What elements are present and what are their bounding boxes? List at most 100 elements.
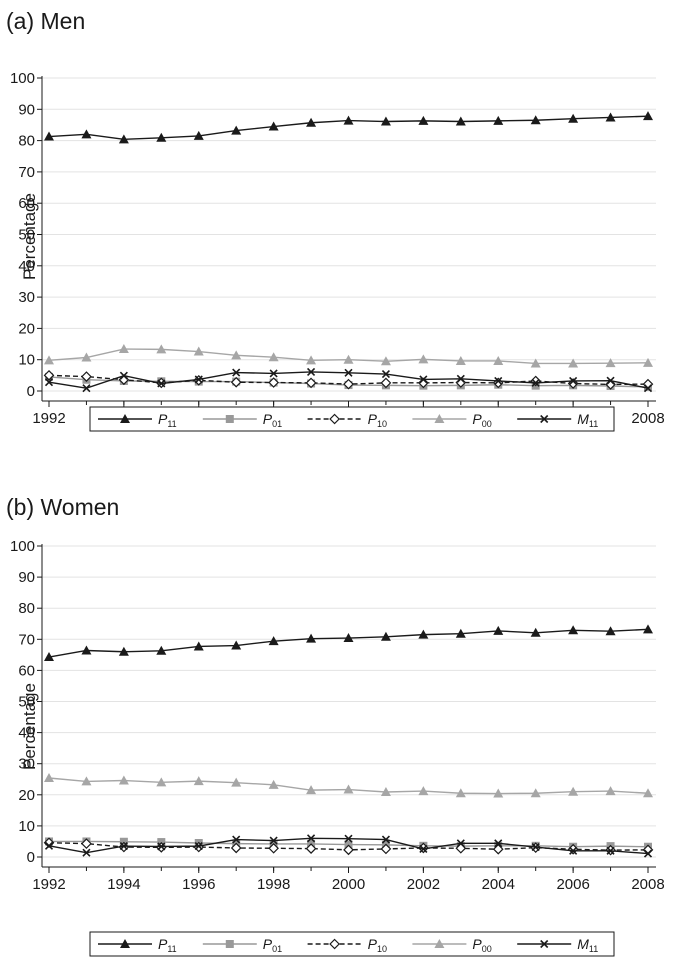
data-point-p11 [193, 130, 204, 140]
data-point-m11 [344, 368, 353, 377]
data-point-p10 [230, 376, 242, 388]
data-point-p10 [305, 377, 317, 389]
data-point-p00 [455, 355, 466, 365]
legend-marker-p01 [225, 940, 234, 948]
data-point-p11 [44, 652, 54, 662]
data-point-p11 [118, 134, 129, 144]
legend-marker-p10 [329, 938, 340, 950]
data-point-p00 [193, 776, 204, 786]
data-point-m11 [269, 836, 278, 845]
legend-marker-p11 [120, 414, 130, 423]
y-tick-label: 70 [18, 164, 35, 181]
data-point-p11 [306, 633, 317, 643]
data-point-m11 [456, 374, 465, 383]
data-point-p11 [268, 636, 279, 646]
data-point-m11 [44, 378, 54, 387]
x-tick-label: 1996 [182, 876, 215, 893]
data-point-p11 [643, 624, 653, 634]
data-point-p00 [605, 786, 616, 796]
data-point-p11 [156, 132, 167, 142]
data-point-p00 [605, 358, 616, 368]
data-point-p11 [568, 113, 579, 123]
data-point-p11 [455, 628, 466, 638]
data-point-p00 [380, 356, 391, 366]
data-point-p11 [118, 646, 129, 656]
y-tick-label: 0 [27, 383, 35, 400]
data-point-p11 [605, 626, 616, 636]
data-point-p10 [380, 843, 392, 855]
data-point-m11 [419, 844, 428, 853]
legend-marker-m11 [540, 414, 549, 424]
data-point-p11 [231, 125, 242, 135]
data-point-p10 [268, 842, 279, 854]
data-point-p11 [193, 641, 204, 651]
data-point-m11 [569, 846, 578, 855]
data-point-p00 [44, 773, 54, 783]
data-point-p11 [380, 631, 391, 641]
data-point-p00 [568, 358, 579, 368]
y-tick-label: 20 [18, 320, 35, 337]
data-point-p00 [643, 788, 653, 798]
data-point-p10 [230, 842, 242, 854]
data-point-m11 [419, 375, 428, 384]
data-point-m11 [531, 842, 540, 852]
legend-marker-m11 [540, 939, 549, 949]
data-point-p00 [231, 777, 242, 787]
data-point-p00 [380, 787, 391, 797]
panel-women: (b) Women Percentage 0 10 20 30 40 50 60 70 80 90… [0, 480, 684, 960]
x-tick-label: 1994 [107, 876, 140, 893]
data-point-m11 [456, 839, 465, 848]
chart-title: (a) Men [6, 8, 86, 34]
data-point-p00 [193, 346, 204, 356]
data-point-m11 [82, 384, 91, 393]
data-point-p11 [268, 121, 279, 131]
x-tick-label: 2004 [482, 876, 515, 893]
data-point-p00 [455, 788, 466, 798]
x-tick-label: 2008 [631, 876, 664, 893]
data-point-p00 [81, 776, 92, 786]
data-point-m11 [569, 376, 578, 386]
data-point-p00 [268, 352, 279, 362]
data-point-p11 [81, 645, 92, 655]
legend-marker-p01 [225, 415, 234, 423]
data-point-p00 [231, 350, 242, 360]
data-point-p00 [418, 786, 429, 796]
data-point-p00 [44, 355, 54, 365]
data-point-p11 [530, 627, 541, 637]
data-point-p00 [156, 344, 167, 354]
line-chart-women: 0 10 20 30 40 50 60 70 80 90 100 1992 1994 1996 1998 20… [10, 538, 665, 957]
y-tick-label: 60 [18, 662, 35, 679]
data-point-m11 [643, 849, 653, 858]
data-point-p00 [81, 352, 92, 362]
data-point-p10 [81, 371, 92, 382]
data-point-m11 [232, 835, 241, 844]
data-point-p11 [643, 111, 653, 121]
legend-marker-p11 [120, 939, 130, 948]
data-point-m11 [606, 376, 615, 385]
data-point-p11 [530, 115, 541, 125]
x-tick-label: 1992 [32, 876, 65, 893]
y-tick-label: 80 [18, 133, 35, 150]
data-point-p11 [343, 633, 354, 643]
data-point-p11 [156, 645, 167, 655]
x-tick-label: 2000 [332, 876, 365, 893]
y-tick-label: 50 [18, 227, 35, 244]
data-point-p10 [305, 843, 317, 854]
data-point-p11 [455, 116, 466, 126]
x-tick-label: 2006 [556, 876, 589, 893]
data-point-m11 [194, 375, 203, 384]
data-point-p11 [44, 131, 54, 141]
y-tick-label: 80 [18, 600, 35, 617]
data-point-p11 [306, 117, 317, 127]
data-point-m11 [306, 367, 316, 376]
data-point-p00 [568, 786, 579, 796]
data-point-p00 [343, 354, 354, 364]
data-point-m11 [119, 842, 128, 851]
data-point-m11 [119, 371, 128, 380]
y-tick-label: 10 [18, 352, 35, 369]
data-point-p00 [418, 354, 429, 364]
x-tick-label: 1992 [32, 410, 65, 427]
y-tick-label: 10 [18, 818, 35, 835]
data-point-p00 [530, 788, 541, 798]
data-point-p11 [231, 640, 242, 650]
